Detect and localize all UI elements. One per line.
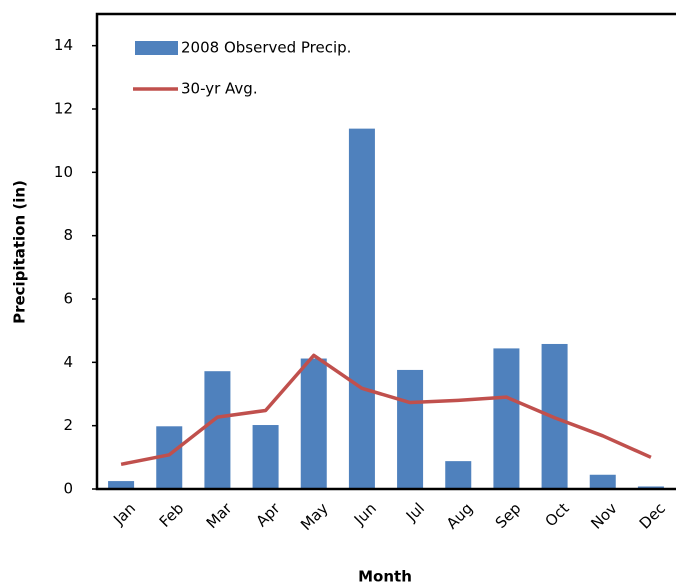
x-tick-label: Jul — [402, 499, 428, 525]
line — [120, 353, 652, 467]
bar — [300, 358, 327, 489]
bar — [493, 348, 520, 489]
y-axis-title: Precipitation (in) — [11, 180, 29, 324]
x-tick-label: Feb — [156, 499, 188, 531]
y-tick-label: 4 — [63, 353, 73, 371]
bar — [589, 474, 616, 489]
y-tick-label: 2 — [63, 416, 73, 434]
x-tick-label: Oct — [542, 499, 573, 530]
legend-label: 30-yr Avg. — [181, 80, 258, 98]
y-tick-label: 12 — [54, 100, 73, 118]
y-tick-label: 8 — [63, 226, 73, 244]
bar — [445, 461, 472, 489]
x-tick-label: Apr — [253, 499, 285, 531]
x-tick-label: Nov — [587, 499, 621, 533]
y-tick-label: 10 — [54, 163, 73, 181]
x-tick-label: Aug — [443, 499, 476, 532]
bar — [637, 486, 664, 489]
x-tick-label: Jan — [109, 499, 139, 529]
y-tick-label: 0 — [63, 480, 73, 498]
legend-swatch — [135, 41, 178, 55]
bar — [397, 369, 424, 489]
x-tick-label: Dec — [636, 499, 669, 532]
y-tick-label: 6 — [63, 290, 73, 308]
x-tick-label: Mar — [203, 499, 236, 532]
bar — [348, 128, 375, 489]
axis-frame — [95, 12, 676, 491]
bar — [204, 371, 231, 489]
bar — [252, 425, 279, 489]
x-tick-label: May — [297, 499, 332, 534]
x-tick-label: Jun — [350, 499, 380, 529]
x-tick-label: Sep — [492, 499, 525, 532]
legend-label: 2008 Observed Precip. — [181, 39, 351, 57]
bar — [108, 481, 135, 489]
y-tick-label: 14 — [54, 36, 73, 54]
x-axis-title: Month — [358, 568, 412, 586]
